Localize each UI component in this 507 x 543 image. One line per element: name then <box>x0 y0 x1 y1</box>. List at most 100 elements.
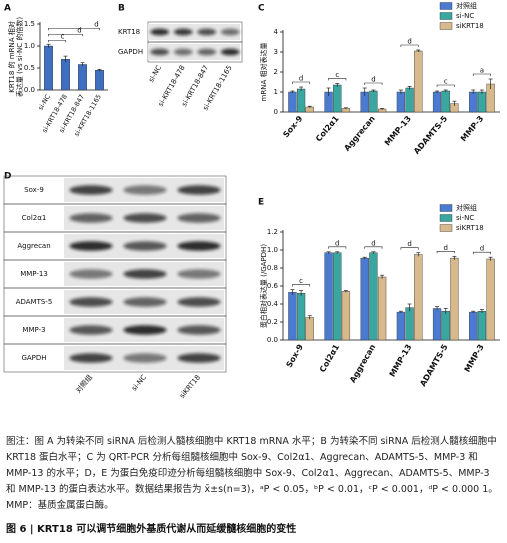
bar <box>405 87 414 113</box>
significance-bracket <box>48 27 100 31</box>
significance-bracket <box>436 251 455 254</box>
legend-label: siKRT18 <box>456 224 484 232</box>
significance-label: d <box>407 240 411 248</box>
significance-label: d <box>407 38 411 46</box>
bar <box>405 307 414 341</box>
blot-band <box>177 269 221 279</box>
blot-band <box>69 185 113 195</box>
legend-label: 对照组 <box>456 203 477 212</box>
bar <box>477 91 487 113</box>
legend-swatch <box>439 2 453 10</box>
x-tick-label: MMP-13 <box>383 114 413 147</box>
y-tick-label: 0.0 <box>24 86 35 94</box>
panel-label: A <box>4 4 11 14</box>
bar <box>414 254 423 341</box>
y-tick-label: 1.0 <box>267 246 278 254</box>
blot-band <box>220 48 240 56</box>
x-tick-label: ADAMTS-5 <box>412 114 449 156</box>
y-tick-label: 0.6 <box>267 282 279 290</box>
blot-band <box>123 269 167 279</box>
bar <box>288 292 297 341</box>
bar <box>486 258 495 341</box>
bar <box>78 64 87 91</box>
y-tick-label: 0.0 <box>267 336 278 344</box>
significance-label: d <box>94 21 98 29</box>
blot-band <box>69 325 113 335</box>
panel-label: C <box>258 4 265 14</box>
significance-bracket <box>292 81 311 84</box>
significance-label: a <box>480 67 484 75</box>
significance-bracket <box>472 73 491 76</box>
x-tick-label: Sox-9 <box>285 342 306 369</box>
blot-band <box>69 297 113 307</box>
bar <box>450 257 459 341</box>
x-tick-label: Col2α1 <box>318 342 341 373</box>
blot-band <box>123 241 167 251</box>
bar <box>288 91 297 113</box>
y-tick-label: 1.0 <box>24 42 35 50</box>
blot-row-label: KRT18 <box>118 28 140 36</box>
blot-row-label: MMP-13 <box>20 270 48 278</box>
y-tick-label: 2 <box>274 68 278 76</box>
blot-band <box>69 353 113 363</box>
blot-band <box>123 185 167 195</box>
bar <box>305 317 314 341</box>
bar <box>432 308 442 341</box>
significance-label: c <box>61 33 65 41</box>
blot-row-label: Sox-9 <box>24 186 44 194</box>
blot-membrane <box>148 44 240 60</box>
blot-row-label: ADAMTS-5 <box>16 298 53 306</box>
blot-band <box>150 28 170 36</box>
significance-bracket <box>400 247 419 250</box>
x-tick-label: ADAMTS-5 <box>418 342 450 388</box>
blot-band <box>177 185 221 195</box>
y-tick-label: 0.5 <box>24 64 35 72</box>
significance-label: d <box>480 245 484 253</box>
x-tick-label: MMP-3 <box>459 114 486 143</box>
blot-row-label: GAPDH <box>118 48 143 56</box>
legend-label: 对照组 <box>456 1 477 10</box>
bar <box>377 276 387 341</box>
blot-band <box>123 297 167 307</box>
significance-label: d <box>335 239 339 247</box>
y-tick-label: 1 <box>274 88 278 96</box>
legend-swatch <box>439 204 453 212</box>
bar <box>333 84 342 113</box>
y-tick-label: 0.4 <box>267 300 279 308</box>
lane-label: 对照组 <box>74 373 94 395</box>
legend-label: si-NC <box>456 214 474 222</box>
x-tick-label: Col2α1 <box>314 114 341 144</box>
bar <box>396 311 406 341</box>
blot-band <box>69 269 113 279</box>
bar <box>469 91 478 113</box>
blot-band <box>123 213 167 223</box>
blot-band <box>173 28 193 36</box>
bar <box>333 252 342 341</box>
significance-bracket <box>48 39 66 43</box>
blot-band <box>177 213 221 223</box>
y-tick-label: 0 <box>274 108 278 116</box>
bar <box>95 69 104 91</box>
blot-row-label: GAPDH <box>21 354 46 362</box>
lane-label: si-NC <box>147 64 163 84</box>
y-tick-label: 4 <box>274 28 279 36</box>
bar <box>360 257 369 341</box>
bar <box>369 252 378 341</box>
y-tick-label: 0.2 <box>267 318 278 326</box>
x-tick-label: Sox-9 <box>281 114 304 140</box>
blot-band <box>150 48 170 56</box>
legend-swatch <box>439 214 453 222</box>
x-tick-label: MMP-13 <box>388 343 414 379</box>
blot-row-label: Col2α1 <box>22 214 47 222</box>
bar <box>432 91 442 113</box>
blot-membrane <box>148 24 240 40</box>
blot-band <box>173 48 193 56</box>
significance-bracket <box>292 284 311 287</box>
blot-band <box>69 241 113 251</box>
caption: 图注：图 A 为转染不同 siRNA 后检测人髓核细胞中 KRT18 mRNA … <box>6 436 498 511</box>
significance-bracket <box>364 82 383 85</box>
x-tick-label: Aggrecan <box>342 114 377 153</box>
y-tick-label: 3 <box>274 48 278 56</box>
bar <box>477 311 487 341</box>
